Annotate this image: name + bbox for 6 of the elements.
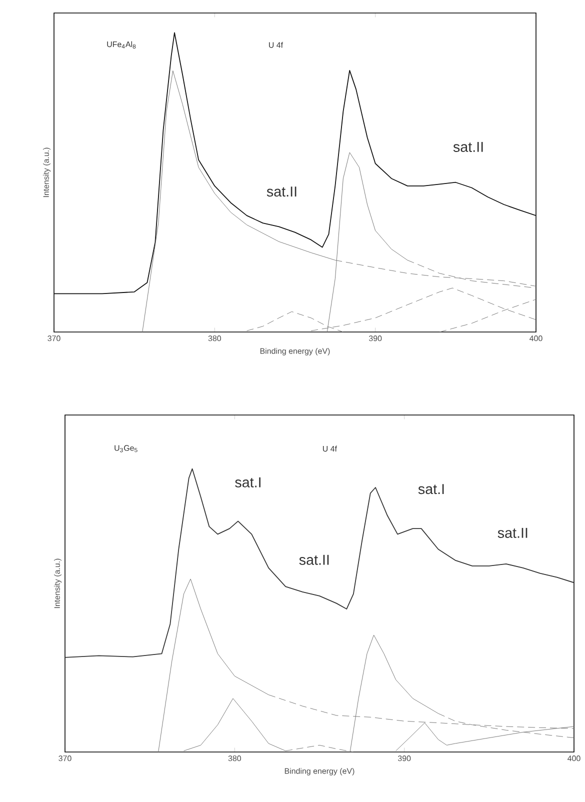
annotation: sat.II: [266, 186, 296, 197]
annotation: sat.II: [498, 528, 528, 538]
annotation: sat.I: [235, 477, 260, 488]
annotation: sat.II: [453, 142, 483, 152]
annotation: sat.I: [418, 484, 444, 494]
annotation: sat.II: [299, 554, 329, 565]
